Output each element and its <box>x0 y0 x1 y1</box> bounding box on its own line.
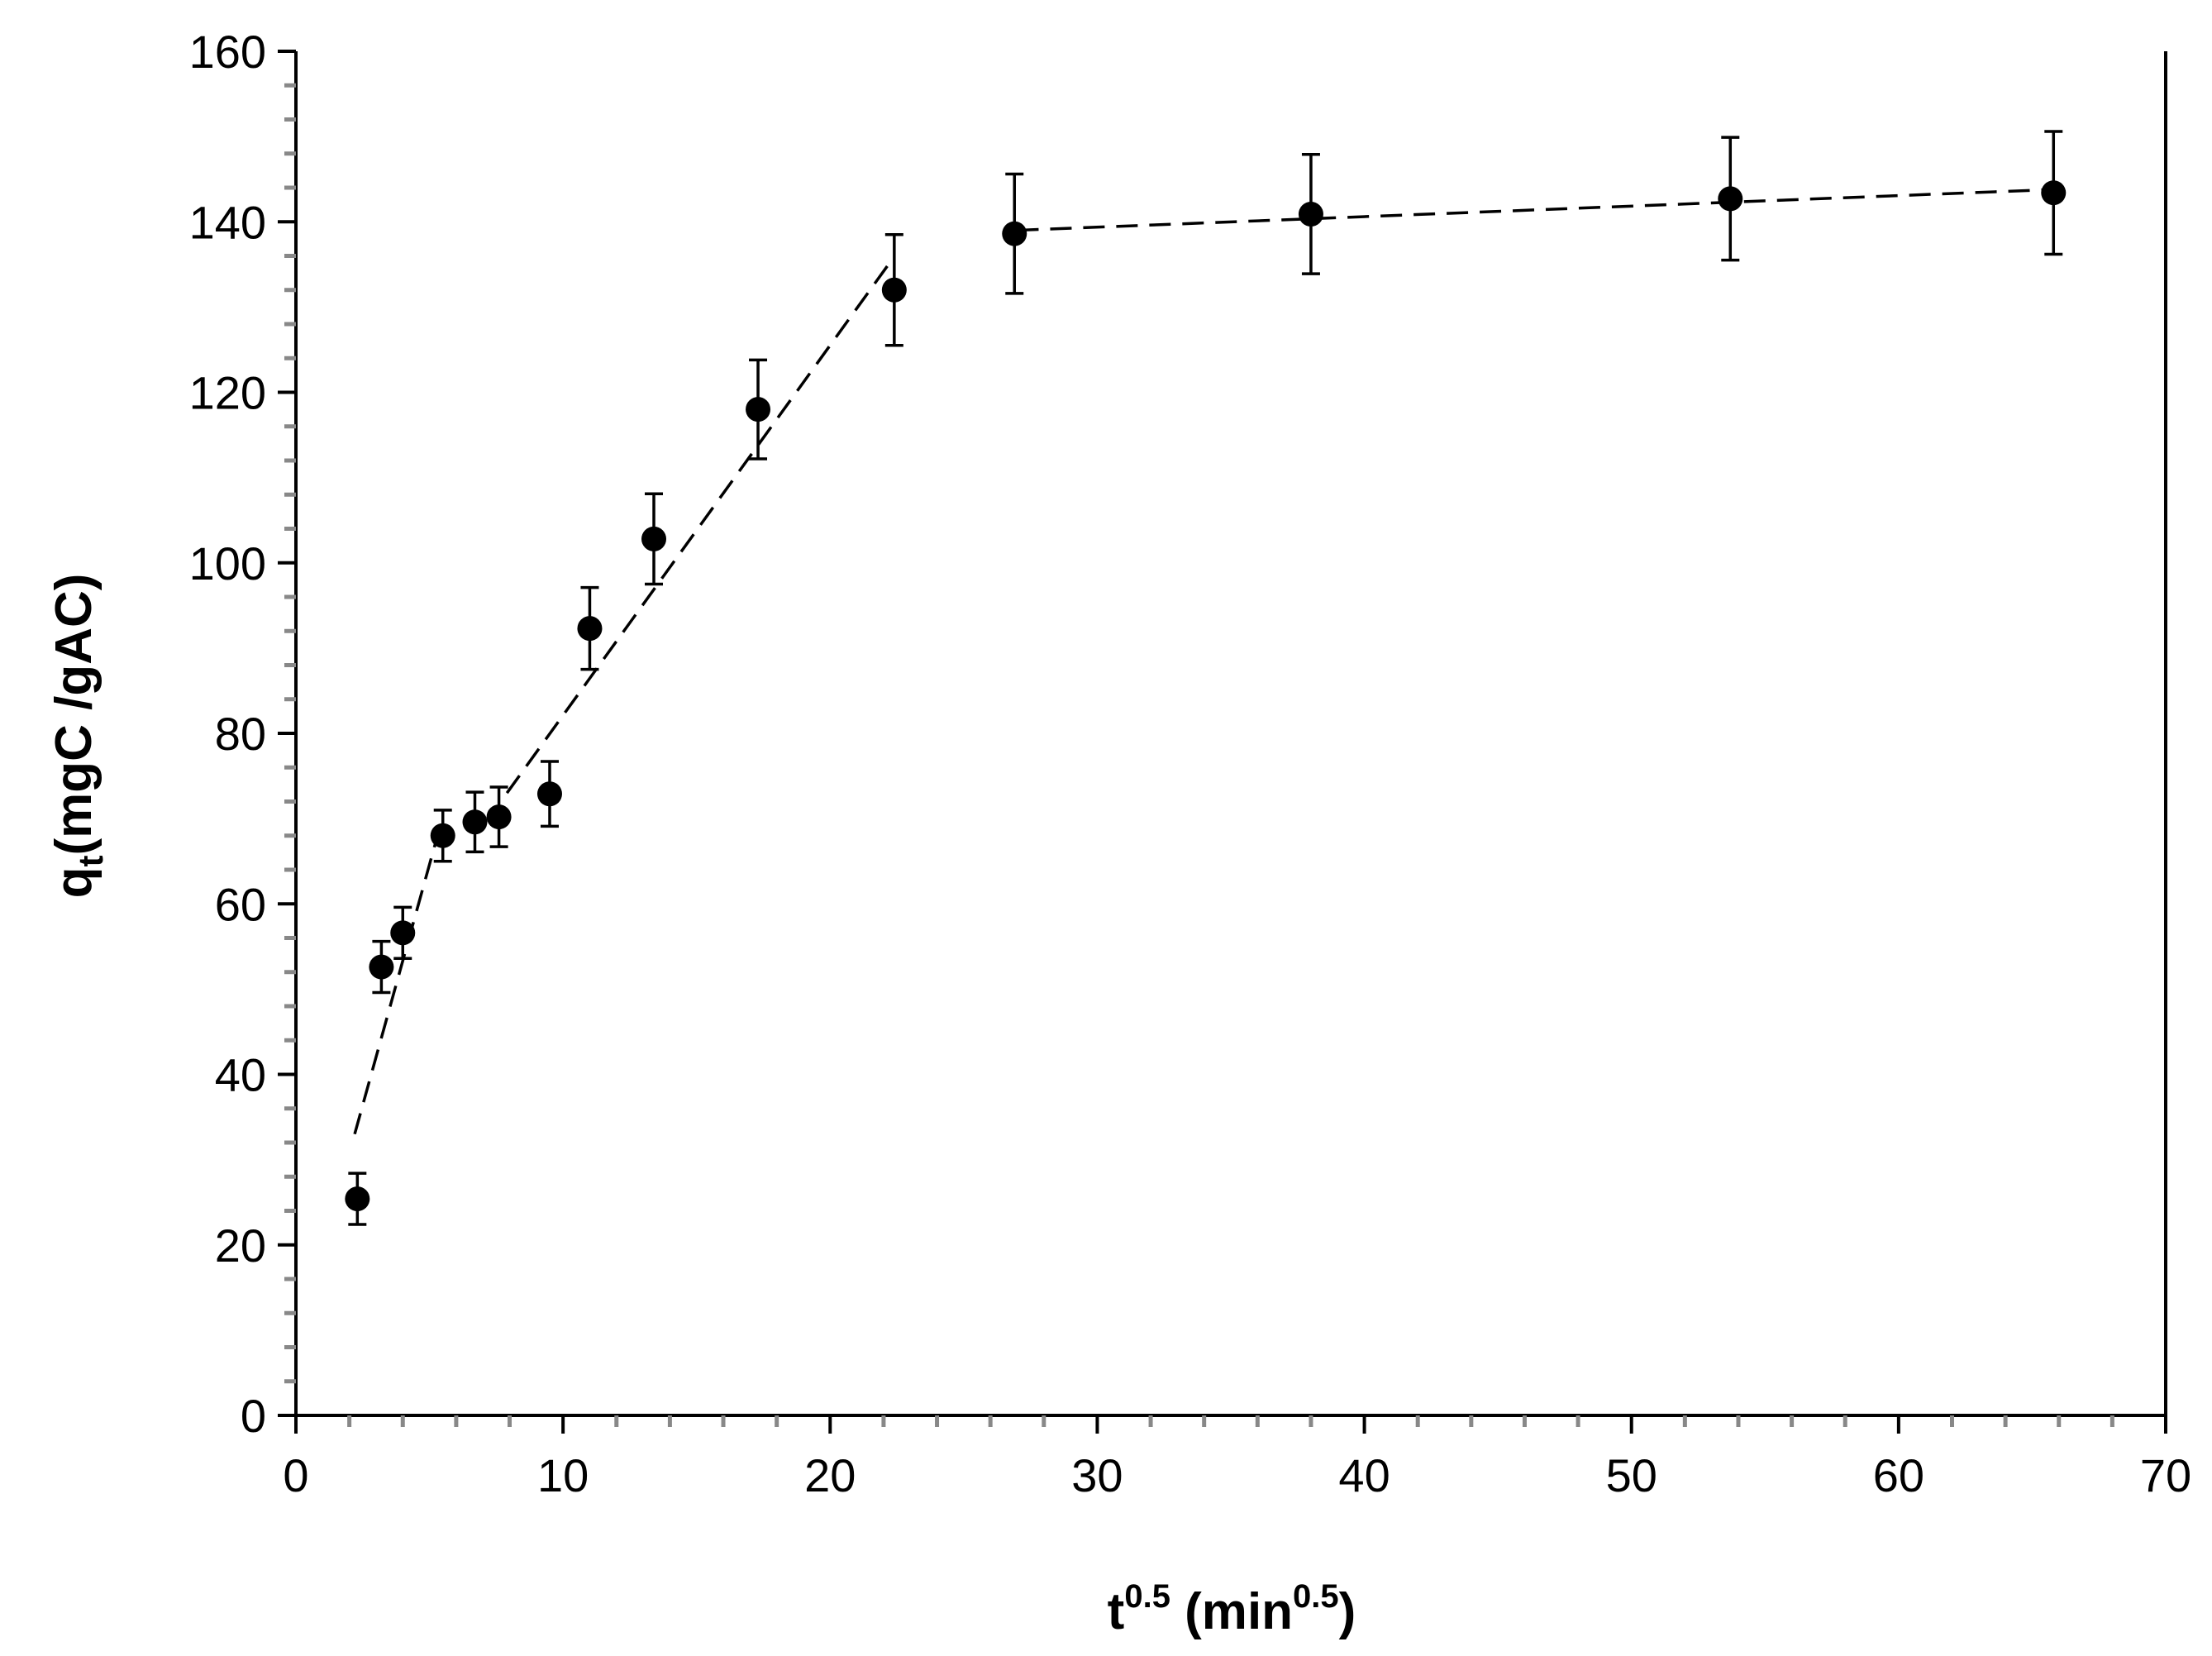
x-tick-label: 10 <box>537 1449 589 1501</box>
data-points <box>345 180 2067 1212</box>
x-tick-label: 60 <box>1873 1449 1924 1501</box>
y-tick-label: 120 <box>189 367 266 419</box>
y-tick-label: 20 <box>215 1219 266 1272</box>
axes <box>278 50 2167 1434</box>
x-tick-label: 40 <box>1338 1449 1390 1501</box>
data-point <box>577 616 603 642</box>
data-point <box>746 397 771 422</box>
data-point <box>2041 180 2067 206</box>
data-point <box>641 526 667 551</box>
x-tick-label: 30 <box>1071 1449 1123 1501</box>
data-point <box>462 809 488 835</box>
data-point <box>1718 186 1743 212</box>
y-tick-label: 80 <box>215 708 266 760</box>
error-bars <box>348 130 2063 1226</box>
data-point <box>881 277 907 303</box>
x-tick-label: 70 <box>2140 1449 2191 1501</box>
y-axis-title: qt(mgC /gAC) <box>45 574 110 899</box>
x-axis-title: t0.5 (min0.5) <box>1108 1578 1356 1640</box>
y-tick-label: 140 <box>189 196 266 248</box>
data-point <box>1002 221 1027 246</box>
y-tick-label: 100 <box>189 537 266 589</box>
data-point <box>486 804 512 830</box>
data-point <box>430 823 455 848</box>
x-tick-label: 20 <box>804 1449 856 1501</box>
x-tick-labels: 0 10 20 30 40 50 60 70 <box>283 1449 2191 1501</box>
fit-lines <box>353 188 2057 1135</box>
fit-line <box>1017 188 2057 232</box>
data-point <box>390 920 416 946</box>
data-point <box>345 1186 370 1212</box>
y-tick-label: 40 <box>215 1049 266 1101</box>
y-tick-label: 0 <box>241 1390 266 1442</box>
y-tick-labels: 0 20 40 60 80 100 120 140 160 <box>189 26 266 1442</box>
data-point <box>1298 201 1323 227</box>
fit-line <box>505 259 894 795</box>
x-tick-label: 0 <box>283 1449 308 1501</box>
y-tick-label: 60 <box>215 878 266 930</box>
data-point <box>369 954 394 980</box>
y-tick-label: 160 <box>189 26 266 78</box>
fit-line <box>353 835 439 1135</box>
x-tick-label: 50 <box>1606 1449 1657 1501</box>
data-point <box>536 781 562 807</box>
